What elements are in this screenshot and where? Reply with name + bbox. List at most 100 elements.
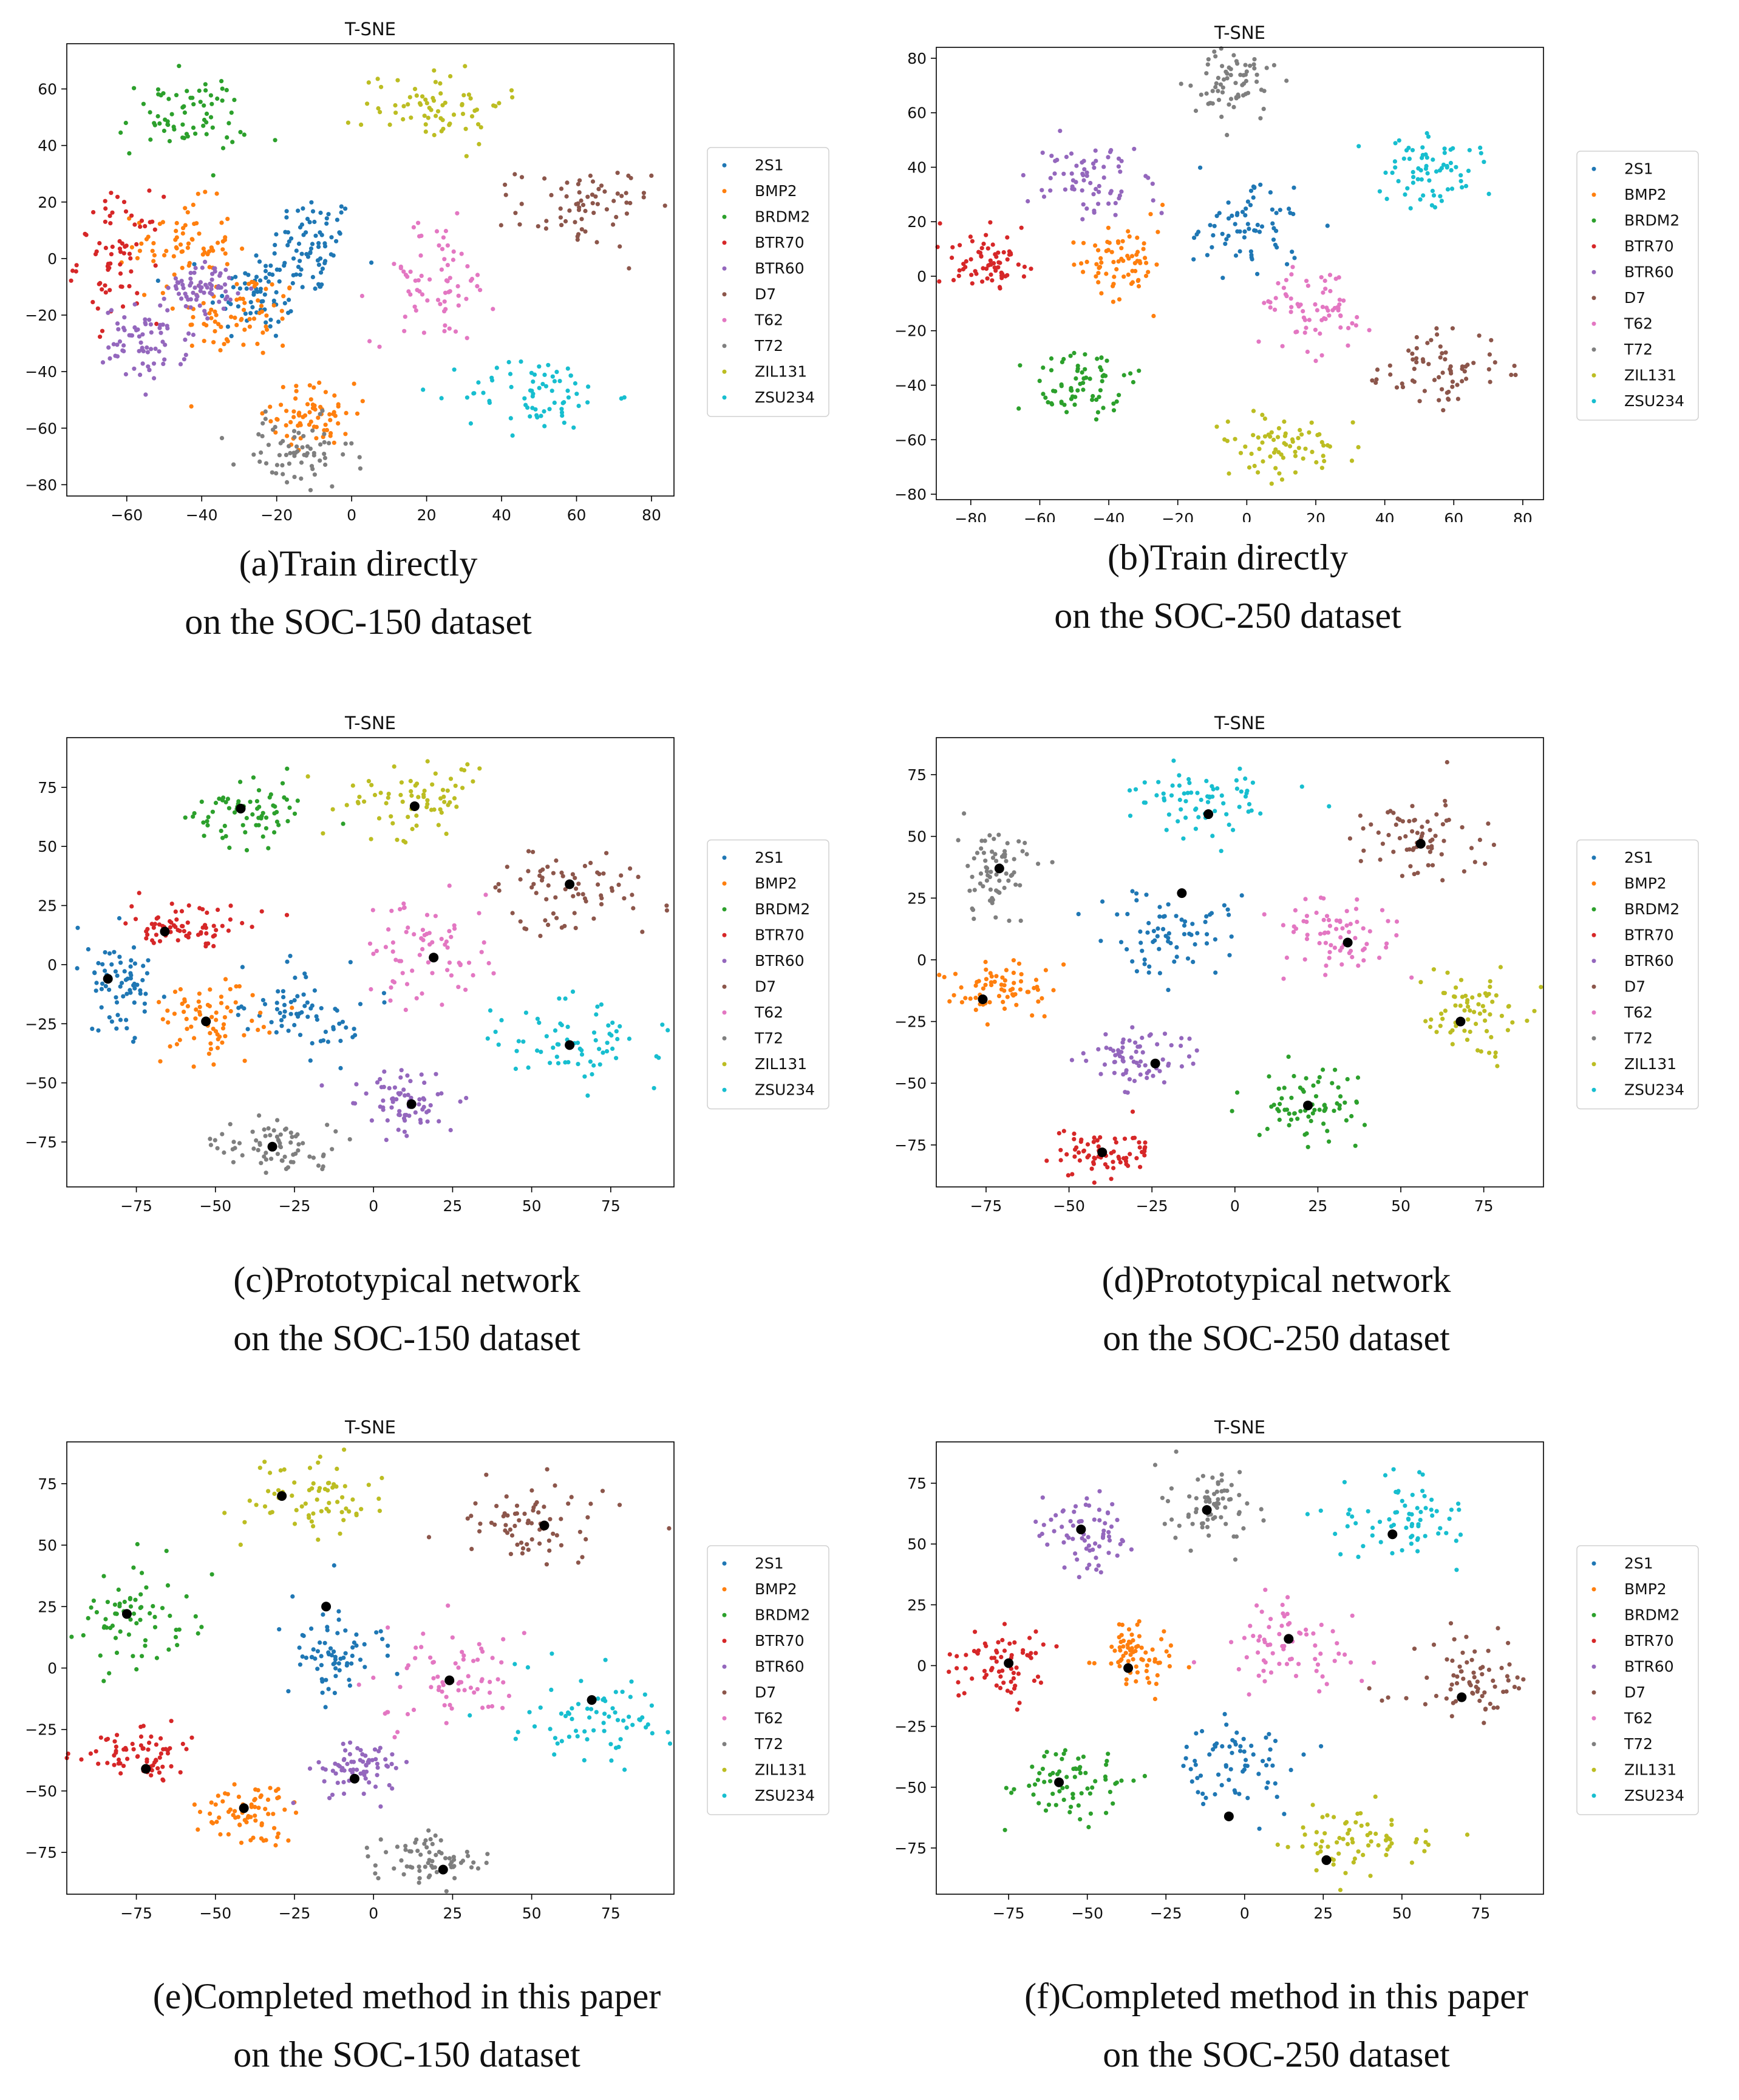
point-zsu234 [601, 1721, 606, 1725]
point-d7 [1433, 834, 1438, 838]
point-2s1 [338, 231, 342, 236]
point-zsu234 [476, 380, 481, 385]
point-d7 [1450, 384, 1455, 389]
point-brdm2 [1289, 1095, 1294, 1100]
point-zil131 [307, 1466, 313, 1470]
point-t72 [274, 463, 279, 467]
point-bmp2 [1120, 1622, 1125, 1627]
point-zsu234 [1327, 804, 1332, 809]
point-bmp2 [1035, 987, 1040, 992]
point-bmp2 [234, 984, 239, 989]
point-t72 [285, 1165, 291, 1170]
point-2s1 [1166, 936, 1171, 940]
point-zil131 [414, 813, 419, 818]
caption-c-line2: on the SOC-150 dataset [233, 1318, 580, 1358]
point-zsu234 [660, 1022, 665, 1027]
point-bmp2 [1136, 277, 1141, 282]
prototype-btr60 [1150, 1058, 1160, 1069]
legend-marker [722, 1587, 727, 1592]
point-2s1 [386, 1643, 390, 1648]
point-t72 [307, 1154, 312, 1159]
x-tick-label: 60 [567, 506, 587, 522]
point-zsu234 [1245, 789, 1250, 793]
point-btr60 [173, 276, 178, 281]
point-brdm2 [204, 120, 209, 125]
point-brdm2 [1257, 1132, 1262, 1138]
x-tick-label: −50 [199, 1197, 231, 1215]
point-d7 [1446, 817, 1451, 823]
point-d7 [628, 200, 633, 206]
point-btr60 [162, 357, 167, 362]
point-2s1 [1257, 1826, 1262, 1831]
point-zil131 [412, 87, 418, 92]
point-t72 [985, 873, 990, 878]
point-brdm2 [229, 110, 234, 115]
point-zil131 [466, 92, 472, 97]
point-btr70 [1137, 1145, 1142, 1150]
y-tick-label: 75 [907, 766, 927, 784]
point-t62 [456, 985, 461, 990]
point-bmp2 [146, 234, 151, 239]
point-btr60 [137, 348, 141, 353]
point-d7 [426, 1535, 432, 1540]
point-bmp2 [355, 411, 360, 416]
point-bmp2 [276, 1831, 281, 1836]
point-zil131 [423, 122, 428, 127]
legend-marker [1591, 1767, 1596, 1772]
point-zsu234 [591, 1063, 596, 1068]
point-zil131 [1389, 1818, 1394, 1823]
point-btr70 [228, 917, 233, 922]
point-bmp2 [189, 343, 194, 348]
point-zil131 [278, 1468, 283, 1473]
point-t72 [318, 458, 322, 463]
point-t62 [444, 1721, 449, 1725]
point-t62 [440, 1689, 444, 1694]
point-zsu234 [586, 384, 591, 389]
legend-entry: BTR60 [755, 259, 805, 277]
point-t72 [287, 444, 291, 449]
point-zsu234 [1170, 783, 1175, 788]
point-d7 [580, 892, 585, 897]
point-brdm2 [1265, 1126, 1270, 1132]
point-t62 [1320, 305, 1325, 310]
point-btr60 [428, 1103, 433, 1108]
point-t62 [448, 1702, 452, 1707]
point-btr70 [173, 909, 178, 914]
point-zil131 [1458, 1004, 1463, 1008]
point-brdm2 [128, 1604, 134, 1609]
point-btr60 [198, 288, 203, 293]
point-zil131 [497, 101, 502, 106]
point-btr70 [996, 265, 1001, 270]
point-btr60 [399, 1068, 404, 1073]
point-brdm2 [169, 112, 174, 117]
point-brdm2 [227, 845, 232, 850]
point-btr60 [176, 291, 182, 296]
point-bmp2 [190, 237, 195, 242]
point-btr60 [389, 1105, 394, 1110]
point-zil131 [1373, 1831, 1378, 1837]
point-btr70 [998, 1674, 1003, 1679]
point-2s1 [1213, 937, 1217, 942]
point-btr60 [163, 342, 168, 347]
point-2s1 [1250, 257, 1254, 262]
point-brdm2 [1088, 1811, 1093, 1816]
point-zil131 [1257, 446, 1262, 452]
point-2s1 [1174, 914, 1179, 919]
point-2s1 [1098, 939, 1103, 943]
point-t72 [1254, 72, 1259, 77]
point-brdm2 [1064, 1775, 1069, 1779]
point-zsu234 [1445, 187, 1451, 192]
point-bmp2 [287, 286, 292, 291]
point-zil131 [1307, 430, 1312, 435]
point-zil131 [1443, 1008, 1448, 1013]
point-t72 [1210, 89, 1215, 93]
point-bmp2 [1131, 1650, 1135, 1654]
point-2s1 [324, 216, 329, 221]
point-t62 [475, 284, 480, 288]
point-t72 [1205, 62, 1210, 67]
point-bmp2 [963, 996, 968, 1001]
point-2s1 [1144, 892, 1149, 897]
point-d7 [1458, 1669, 1463, 1674]
legend-marker [1591, 347, 1596, 352]
point-t62 [371, 1675, 376, 1680]
